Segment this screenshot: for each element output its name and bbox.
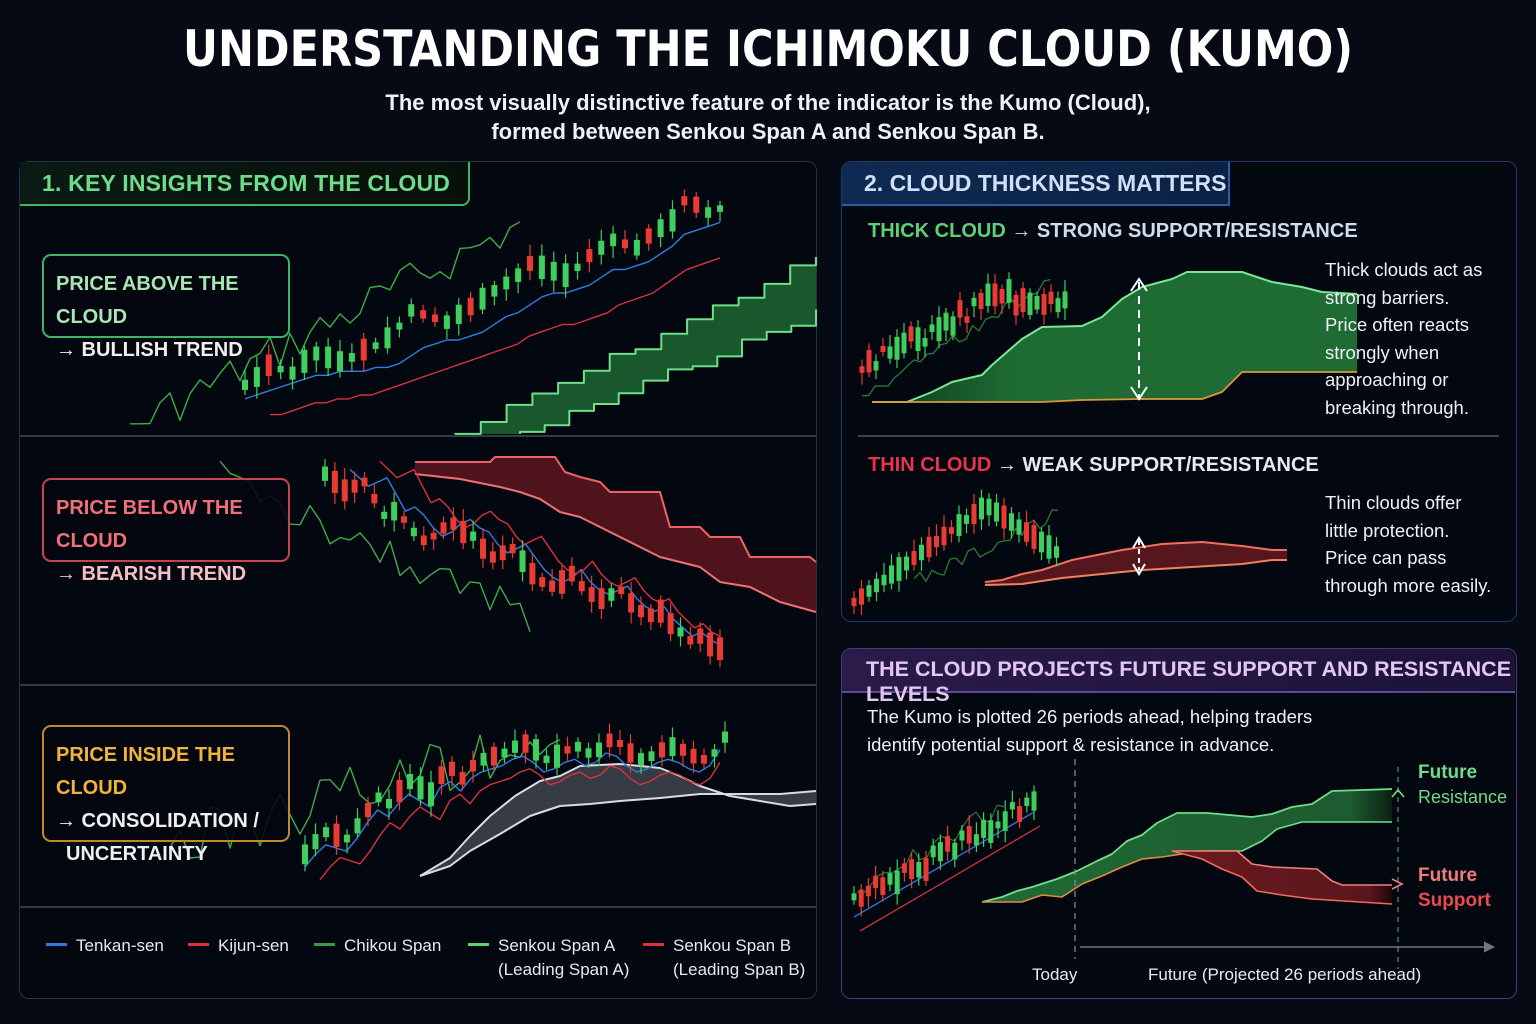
key-insights-panel: 1. KEY INSIGHTS FROM THE CLOUD PRICE ABO… [19,161,817,999]
insight-bearish-line1: PRICE BELOW THE CLOUD [56,497,243,552]
insight-bearish-line2: → BEARISH TREND [56,563,247,585]
desc-line: identify potential support & resistance … [867,733,1275,755]
future-projection-panel: THE CLOUD PROJECTS FUTURE SUPPORT AND RE… [841,648,1517,999]
legend-item-senkou-a: Senkou Span A (Leading Span A) [468,934,629,982]
future-projection-description: The Kumo is plotted 26 periods ahead, he… [867,703,1312,758]
desc-line: Thick clouds act as [1325,259,1483,280]
desc-line: approaching or [1325,369,1449,390]
legend-item-kijun: Kijun-sen [188,934,289,958]
desc-line: Price can pass [1325,547,1447,568]
legend-label: Chikou Span [344,936,442,955]
page-title: UNDERSTANDING THE ICHIMOKU CLOUD (KUMO) [183,20,1353,78]
future-projection-header: THE CLOUD PROJECTS FUTURE SUPPORT AND RE… [842,649,1515,706]
insight-bullish-line2: → BULLISH TREND [56,339,243,361]
thin-cloud-description: Thin clouds offer little protection. Pri… [1325,489,1491,599]
thin-cloud-chart [851,489,1287,615]
desc-line: little protection. [1325,519,1450,541]
tenkan-swatch-icon [46,943,67,947]
legend-sublabel: (Leading Span B) [673,960,806,979]
section-divider [858,435,1499,437]
future-projection-title: THE CLOUD PROJECTS FUTURE SUPPORT AND RE… [866,657,1512,706]
page-subtitle: The most visually distinctive feature of… [0,88,1536,146]
insight-consolidation: PRICE INSIDE THE CLOUD → CONSOLIDATION /… [42,725,290,865]
kijun-swatch-icon [188,943,209,947]
cloud-thickness-title: 2. CLOUD THICKNESS MATTERS [864,170,1227,196]
desc-line: strong barriers. [1325,286,1450,308]
thick-cloud-heading: THICK CLOUD → STRONG SUPPORT/RESISTANCE [868,220,1358,243]
future-resistance-label: Future Resistance [1418,760,1507,810]
chikou-swatch-icon [314,943,335,947]
legend-label: Senkou Span A [498,936,616,955]
legend-sublabel: (Leading Span A) [498,960,630,979]
insight-consolidation-line3: UNCERTAINTY [66,843,208,865]
consolidation-chart [169,721,817,881]
desc-line: The Kumo is plotted 26 periods ahead, he… [867,706,1313,727]
bullish-chart [130,189,817,435]
future-support-label: Future Support [1418,863,1491,913]
thin-cloud-meaning: → WEAK SUPPORT/RESISTANCE [996,454,1319,476]
insight-bullish: PRICE ABOVE THE CLOUD → BULLISH TREND [42,254,290,361]
thick-cloud-chart [859,271,1358,403]
label-line: Resistance [1418,787,1508,807]
thick-cloud-label: THICK CLOUD [868,220,1006,242]
thick-cloud-description: Thick clouds act as strong barriers. Pri… [1325,256,1482,421]
label-line: Future [1418,865,1478,886]
bearish-chart [219,456,817,668]
legend-item-senkou-b: Senkou Span B (Leading Span B) [643,934,805,982]
insight-bullish-line1: PRICE ABOVE THE CLOUD [56,273,239,328]
desc-line: strongly when [1325,341,1440,363]
legend-item-chikou: Chikou Span [314,934,441,958]
thin-cloud-heading: THIN CLOUD → WEAK SUPPORT/RESISTANCE [868,454,1319,477]
subtitle-line-2: formed between Senkou Span A and Senkou … [491,119,1045,144]
label-line: Future [1418,762,1478,783]
legend-label: Kijun-sen [218,936,289,955]
key-insights-header: 1. KEY INSIGHTS FROM THE CLOUD [20,162,470,206]
thin-cloud-label: THIN CLOUD [868,454,992,476]
insight-consolidation-line1: PRICE INSIDE THE CLOUD [56,744,235,799]
legend-item-tenkan: Tenkan-sen [46,934,164,958]
desc-line: through more easily. [1325,574,1492,596]
senkou-a-swatch-icon [468,943,489,947]
insight-bearish: PRICE BELOW THE CLOUD → BEARISH TREND [42,478,290,585]
desc-line: Thin clouds offer [1325,492,1462,513]
today-label: Today [1032,965,1078,984]
desc-line: Price often reacts [1325,314,1469,335]
senkou-b-swatch-icon [643,943,664,947]
insight-consolidation-line2: → CONSOLIDATION / [56,810,259,832]
thick-cloud-meaning: → STRONG SUPPORT/RESISTANCE [1011,220,1358,242]
row-divider [20,684,816,686]
legend: Tenkan-sen Kijun-sen Chikou Span Senkou … [20,922,816,992]
legend-label: Tenkan-sen [76,936,164,955]
legend-label: Senkou Span B [673,936,792,955]
future-axis-label: Future (Projected 26 periods ahead) [1148,965,1422,984]
label-line: Support [1418,890,1491,911]
key-insights-title: 1. KEY INSIGHTS FROM THE CLOUD [42,170,451,196]
subtitle-line-1: The most visually distinctive feature of… [385,90,1151,115]
cloud-thickness-header: 2. CLOUD THICKNESS MATTERS [842,162,1230,206]
future-projection-chart [851,759,1496,969]
cloud-thickness-panel: 2. CLOUD THICKNESS MATTERS THICK CLOUD →… [841,161,1517,622]
row-divider [20,435,816,437]
row-divider [20,906,816,908]
desc-line: breaking through. [1325,396,1469,418]
